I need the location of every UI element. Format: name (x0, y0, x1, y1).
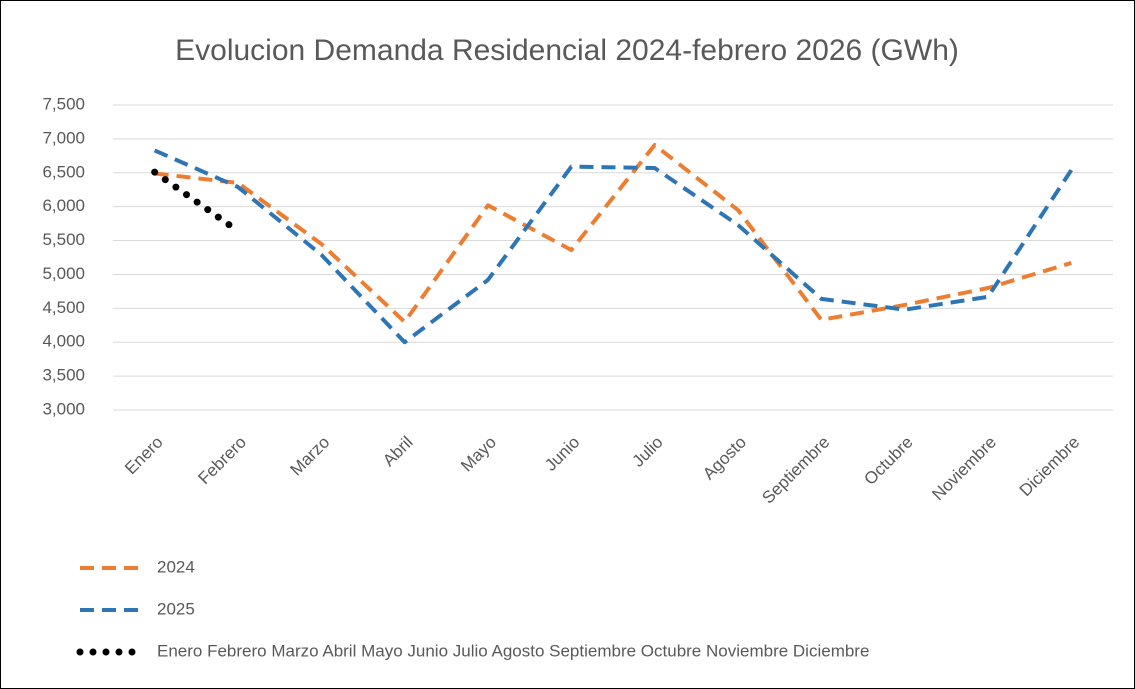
y-tick-label: 6,500 (42, 162, 85, 181)
series-line (151, 168, 242, 235)
chart-title: Evolucion Demanda Residencial 2024-febre… (175, 34, 959, 67)
y-tick-label: 4,500 (42, 298, 85, 317)
y-tick-label: 3,500 (42, 366, 85, 385)
y-tick-label: 3,000 (42, 399, 85, 418)
y-tick-label: 7,000 (42, 128, 85, 147)
legend-label: Enero Febrero Marzo Abril Mayo Junio Jul… (157, 641, 869, 660)
y-tick-label: 6,000 (42, 196, 85, 215)
y-tick-label: 7,500 (42, 94, 85, 113)
y-tick-label: 5,500 (42, 230, 85, 249)
y-tick-label: 5,000 (42, 264, 85, 283)
legend-label: 2025 (157, 599, 195, 618)
legend-label: 2024 (157, 557, 195, 576)
series-line (154, 142, 1072, 324)
series-line (153, 148, 1074, 345)
y-tick-label: 4,000 (42, 332, 85, 351)
